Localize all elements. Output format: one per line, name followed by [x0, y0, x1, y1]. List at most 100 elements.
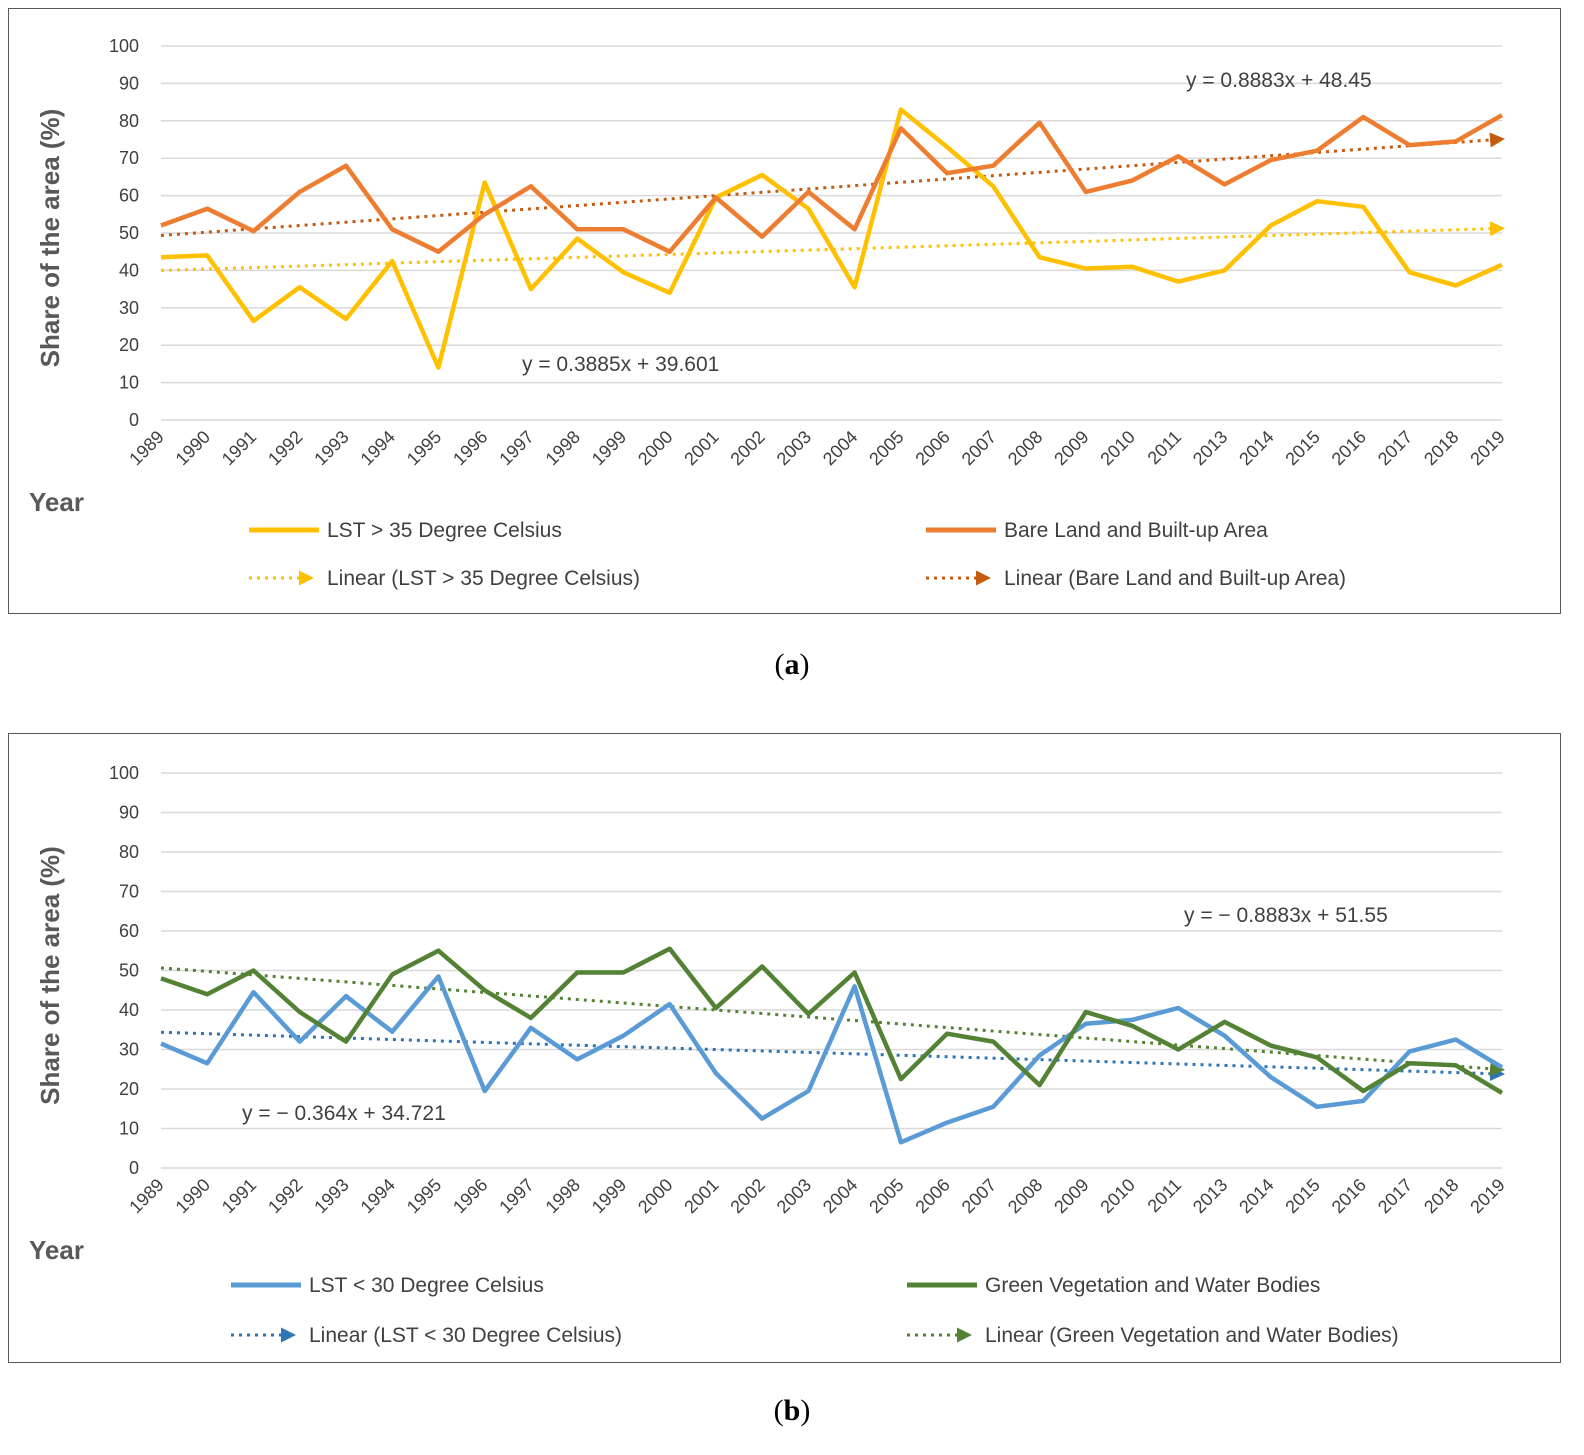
- series-line-0: [160, 107, 1503, 370]
- x-tick-label: 2007: [958, 427, 1000, 469]
- legend-label-trend: Linear (Bare Land and Built-up Area): [1004, 567, 1346, 590]
- y-tick-label: 60: [119, 921, 139, 941]
- y-tick-label: 50: [119, 961, 139, 981]
- caption-b-letter: b: [783, 1394, 801, 1427]
- y-tick-label: 80: [119, 842, 139, 862]
- trendline-equation: y = 0.3885x + 39.601: [522, 353, 719, 376]
- y-tick-label: 50: [119, 223, 139, 243]
- caption-a-letter: a: [784, 648, 800, 681]
- x-tick-label: 1991: [218, 1175, 260, 1217]
- x-tick-label: 1999: [588, 427, 630, 469]
- x-tick-label: 1998: [542, 427, 584, 469]
- x-tick-label: 2008: [1004, 427, 1046, 469]
- x-tick-label: 2002: [727, 427, 769, 469]
- x-tick-label: 2014: [1235, 427, 1277, 469]
- x-tick-label: 2017: [1374, 1175, 1416, 1217]
- x-tick-label: 2008: [1004, 1175, 1046, 1217]
- x-tick-label: 2001: [680, 1175, 722, 1217]
- x-tick-label: 2000: [634, 427, 676, 469]
- x-tick-label: 2010: [1096, 1175, 1138, 1217]
- y-tick-label: 90: [119, 73, 139, 93]
- y-tick-label: 40: [119, 1000, 139, 1020]
- x-tick-label: 1999: [588, 1175, 630, 1217]
- x-tick-label: 1996: [449, 1175, 491, 1217]
- y-tick-label: 70: [119, 148, 139, 168]
- y-tick-label: 40: [119, 260, 139, 280]
- x-tick-label: 1989: [125, 427, 167, 469]
- x-tick-label: 1997: [495, 427, 537, 469]
- x-tick-label: 1997: [495, 1175, 537, 1217]
- series-line-1: [160, 113, 1504, 254]
- x-tick-label: 1998: [542, 1175, 584, 1217]
- x-tick-label: 2005: [865, 427, 907, 469]
- x-tick-label: 1994: [357, 427, 399, 469]
- caption-a: (a): [774, 648, 810, 681]
- x-tick-label: 2019: [1466, 427, 1508, 469]
- chart-panel-b: 0 10 20 30 40 50 60 70 80 90 100 1989 1990 1991 1992 19…: [8, 733, 1561, 1363]
- x-tick-label: 2006: [911, 1175, 953, 1217]
- series-line-0: [160, 974, 1504, 1145]
- x-tick-label: 1990: [172, 427, 214, 469]
- x-tick-label: 2005: [865, 1175, 907, 1217]
- x-tick-label: 1992: [264, 427, 306, 469]
- legend-label: Green Vegetation and Water Bodies: [985, 1274, 1320, 1297]
- y-tick-label: 0: [129, 1158, 139, 1178]
- x-tick-label: 2011: [1144, 1175, 1186, 1217]
- y-tick-label: 100: [109, 36, 139, 56]
- x-tick-label: 1991: [218, 427, 260, 469]
- x-tick-label: 2013: [1189, 1175, 1231, 1217]
- x-tick-label: 1989: [125, 1175, 167, 1217]
- x-tick-label: 2018: [1420, 427, 1462, 469]
- y-tick-label: 0: [129, 410, 139, 430]
- y-axis-title: Share of the area (%): [35, 846, 65, 1105]
- x-tick-label: 1996: [449, 427, 491, 469]
- y-tick-label: 20: [119, 1079, 139, 1099]
- x-tick-label: 1994: [357, 1175, 399, 1217]
- x-tick-label: 2000: [634, 1175, 676, 1217]
- x-tick-label: 2001: [680, 427, 722, 469]
- x-tick-label: 2016: [1328, 427, 1370, 469]
- y-tick-label: 10: [119, 373, 139, 393]
- y-tick-label: 100: [109, 763, 139, 783]
- x-tick-label: 1995: [403, 1175, 445, 1217]
- y-tick-label: 90: [119, 803, 139, 823]
- x-tick-label: 1993: [310, 427, 352, 469]
- x-axis-title: Year: [29, 487, 84, 517]
- x-tick-label: 2006: [911, 427, 953, 469]
- y-tick-label: 70: [119, 882, 139, 902]
- x-axis-title: Year: [29, 1235, 84, 1265]
- y-tick-label: 30: [119, 298, 139, 318]
- legend-label-trend: Linear (LST > 35 Degree Celsius): [327, 567, 640, 590]
- x-tick-label: 1995: [403, 427, 445, 469]
- x-tick-label: 2003: [773, 427, 815, 469]
- x-tick-label: 2004: [819, 1175, 861, 1217]
- trendline-equation: y = − 0.364x + 34.721: [242, 1102, 446, 1125]
- y-tick-label: 80: [119, 111, 139, 131]
- series-line-1: [160, 946, 1504, 1095]
- x-tick-label: 2009: [1050, 1175, 1092, 1217]
- x-tick-label: 1990: [172, 1175, 214, 1217]
- x-tick-label: 2003: [773, 1175, 815, 1217]
- x-tick-label: 1993: [310, 1175, 352, 1217]
- legend-label-trend: Linear (Green Vegetation and Water Bodie…: [985, 1324, 1399, 1347]
- x-tick-label: 2015: [1281, 427, 1323, 469]
- x-tick-label: 2009: [1050, 427, 1092, 469]
- y-tick-label: 60: [119, 186, 139, 206]
- y-axis-title: Share of the area (%): [35, 109, 65, 368]
- legend-label: LST > 35 Degree Celsius: [327, 519, 562, 542]
- legend-label-trend: Linear (LST < 30 Degree Celsius): [309, 1324, 622, 1347]
- legend-label: Bare Land and Built-up Area: [1004, 519, 1268, 542]
- legend-label: LST < 30 Degree Celsius: [309, 1274, 544, 1297]
- x-tick-label: 2014: [1235, 1175, 1277, 1217]
- x-tick-label: 2016: [1328, 1175, 1370, 1217]
- chart-panel-a: 0 10 20 30 40 50 60 70 80 90 100 1989 1990 1991 1992 19…: [8, 8, 1561, 614]
- y-tick-label: 30: [119, 1040, 139, 1060]
- x-tick-label: 2015: [1281, 1175, 1323, 1217]
- x-tick-label: 2002: [727, 1175, 769, 1217]
- x-tick-label: 2013: [1189, 427, 1231, 469]
- x-tick-label: 2011: [1144, 427, 1186, 469]
- caption-b: (b): [773, 1394, 811, 1427]
- x-tick-label: 2004: [819, 427, 861, 469]
